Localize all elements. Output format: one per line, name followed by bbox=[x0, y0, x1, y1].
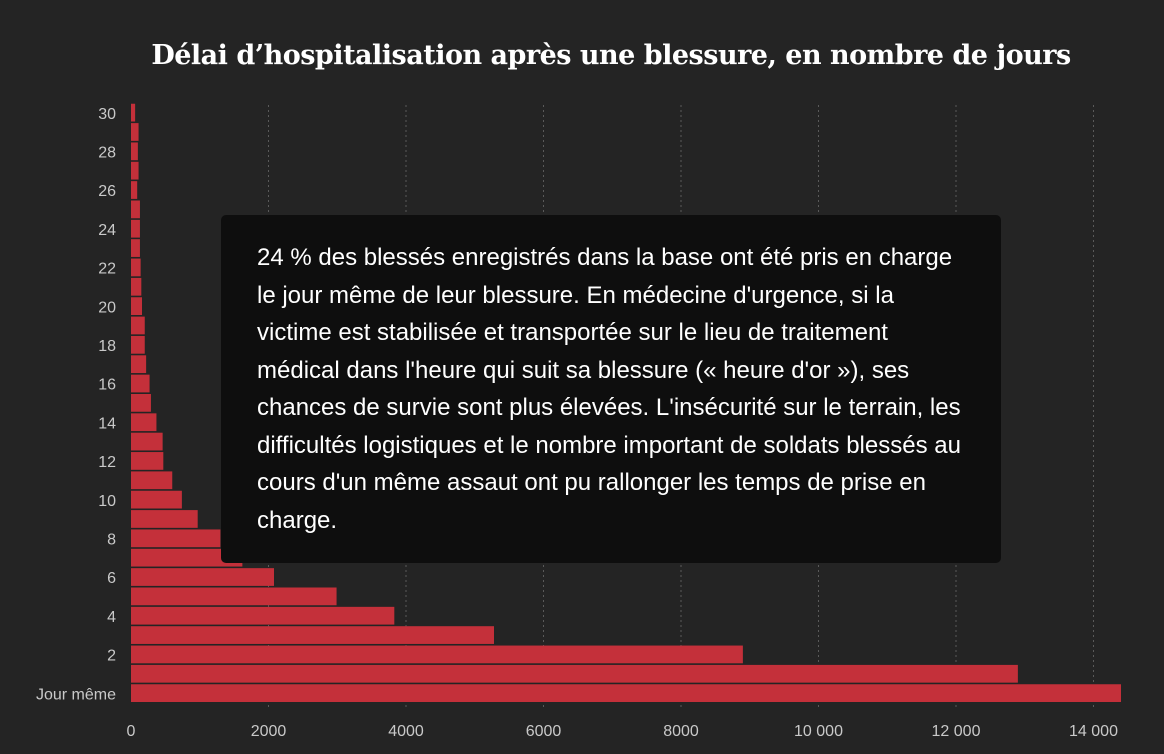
bar-23 bbox=[131, 239, 140, 257]
bar-8 bbox=[131, 529, 221, 548]
bar-14 bbox=[131, 413, 157, 432]
bar-19 bbox=[131, 316, 145, 335]
annotation-box: 24 % des blessés enregistrés dans la bas… bbox=[221, 215, 1001, 563]
y-tick-label: 26 bbox=[98, 183, 116, 200]
bar-16 bbox=[131, 374, 150, 393]
bar-10 bbox=[131, 490, 182, 509]
y-tick-label: 24 bbox=[98, 222, 116, 239]
x-axis-ticks: 0 2000 4000 6000 8000 10 000 12 000 14 000 bbox=[127, 723, 1119, 740]
x-tick-label: 12 000 bbox=[932, 723, 981, 740]
y-tick-label: 14 bbox=[98, 415, 116, 432]
bar-17 bbox=[131, 355, 147, 374]
bar-jour-même bbox=[131, 684, 1121, 702]
chart-title: Délai d’hospitalisation après une blessu… bbox=[151, 40, 1071, 71]
bar-7 bbox=[131, 548, 243, 567]
bar-25 bbox=[131, 200, 140, 219]
bar-3 bbox=[131, 626, 494, 644]
bar-22 bbox=[131, 258, 141, 277]
bar-12 bbox=[131, 452, 164, 470]
y-tick-label: 6 bbox=[107, 570, 116, 587]
y-tick-label: 10 bbox=[98, 493, 116, 510]
bar-18 bbox=[131, 335, 145, 354]
x-tick-label: 8000 bbox=[663, 723, 699, 740]
bar-24 bbox=[131, 219, 140, 238]
y-tick-label: 28 bbox=[98, 145, 116, 162]
bar-26 bbox=[131, 181, 138, 199]
y-tick-label: 22 bbox=[98, 261, 116, 278]
bar-27 bbox=[131, 161, 139, 180]
bar-15 bbox=[131, 394, 151, 412]
bar-2 bbox=[131, 645, 743, 664]
bar-13 bbox=[131, 432, 163, 451]
y-tick-label: 16 bbox=[98, 377, 116, 394]
y-tick-label: 18 bbox=[98, 338, 116, 355]
y-tick-label: 12 bbox=[98, 454, 116, 471]
y-tick-label: 4 bbox=[107, 609, 116, 626]
bar-21 bbox=[131, 277, 142, 296]
bar-5 bbox=[131, 587, 337, 606]
x-tick-label: 10 000 bbox=[794, 723, 843, 740]
y-tick-label: 8 bbox=[107, 532, 116, 549]
bar-29 bbox=[131, 123, 139, 141]
x-tick-label: 14 000 bbox=[1069, 723, 1118, 740]
x-tick-label: 2000 bbox=[251, 723, 287, 740]
y-tick-label: 20 bbox=[98, 299, 116, 316]
x-tick-label: 4000 bbox=[388, 723, 424, 740]
y-tick-label: Jour même bbox=[36, 686, 116, 703]
bars bbox=[131, 103, 1121, 702]
y-tick-label: 30 bbox=[98, 106, 116, 123]
y-tick-label: 2 bbox=[107, 648, 116, 665]
bar-6 bbox=[131, 568, 274, 586]
x-tick-label: 0 bbox=[127, 723, 136, 740]
bar-20 bbox=[131, 297, 142, 315]
bar-30 bbox=[131, 103, 136, 122]
x-tick-label: 6000 bbox=[526, 723, 562, 740]
bar-9 bbox=[131, 510, 198, 528]
annotation-text: 24 % des blessés enregistrés dans la bas… bbox=[257, 244, 961, 534]
bar-28 bbox=[131, 142, 138, 161]
bar-1 bbox=[131, 664, 1018, 683]
bar-4 bbox=[131, 606, 395, 625]
bar-11 bbox=[131, 471, 173, 490]
